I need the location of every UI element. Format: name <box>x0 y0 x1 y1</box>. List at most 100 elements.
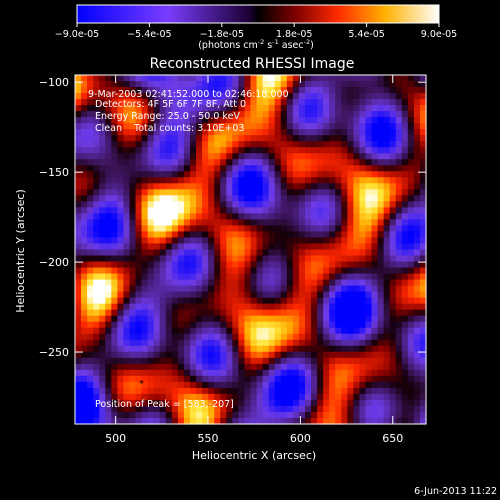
heatmap-cell <box>220 171 227 178</box>
heatmap-cell <box>371 93 379 100</box>
heatmap-cell <box>335 417 342 425</box>
heatmap-cell <box>135 315 143 323</box>
heatmap-cell <box>232 93 239 100</box>
heatmap-cell <box>311 177 318 184</box>
heatmap-cell <box>81 375 88 383</box>
heatmap-cell <box>377 291 385 299</box>
heatmap-cell <box>202 207 209 214</box>
heatmap-cell <box>371 411 379 419</box>
heatmap-cell <box>401 243 409 251</box>
heatmap-cell <box>407 387 415 395</box>
heatmap-cell <box>153 237 161 245</box>
heatmap-cell <box>341 75 348 82</box>
heatmap-cell <box>244 339 252 347</box>
heatmap-cell <box>196 237 203 245</box>
heatmap-cell <box>377 213 385 221</box>
heatmap-cell <box>341 345 348 353</box>
heatmap-cell <box>335 207 342 214</box>
heatmap-cell <box>359 369 367 377</box>
heatmap-cell <box>105 309 112 317</box>
heatmap-cell <box>268 333 276 341</box>
heatmap-cell <box>256 165 264 172</box>
heatmap-cell <box>208 213 215 221</box>
heatmap-cell <box>117 129 125 136</box>
heatmap-cell <box>286 411 294 419</box>
heatmap-cell <box>75 225 82 233</box>
heatmap-cell <box>298 75 306 82</box>
heatmap-cell <box>117 321 125 329</box>
annotation-detectors: Detectors: 4F 5F 6F 7F 8F, Att 0 <box>95 99 246 110</box>
heatmap-cell <box>159 267 167 275</box>
heatmap-cell <box>129 99 137 106</box>
heatmap-cell <box>347 81 354 88</box>
heatmap-cell <box>123 381 131 389</box>
heatmap-cell <box>389 303 397 311</box>
heatmap-cell <box>292 267 300 275</box>
heatmap-cell <box>407 279 415 287</box>
heatmap-cell <box>129 387 137 395</box>
heatmap-cell <box>383 141 391 148</box>
heatmap-cell <box>419 249 427 257</box>
heatmap-cell <box>183 147 191 154</box>
heatmap-cell <box>419 183 427 190</box>
heatmap-cell <box>335 123 342 130</box>
heatmap-cell <box>371 141 379 148</box>
heatmap-cell <box>238 405 246 413</box>
heatmap-cell <box>135 237 143 245</box>
heatmap-cell <box>395 111 403 118</box>
heatmap-cell <box>183 321 191 329</box>
heatmap-cell <box>359 393 367 401</box>
heatmap-cell <box>317 303 324 311</box>
heatmap-cell <box>93 75 100 82</box>
heatmap-cell <box>329 279 336 287</box>
heatmap-cell <box>371 135 379 142</box>
heatmap-cell <box>304 375 312 383</box>
heatmap-cell <box>117 105 125 112</box>
heatmap-cell <box>323 267 330 275</box>
heatmap-cell <box>208 411 215 419</box>
heatmap-cell <box>347 399 354 407</box>
heatmap-cell <box>81 387 88 395</box>
heatmap-cell <box>286 111 294 118</box>
heatmap-cell <box>311 315 318 323</box>
heatmap-cell <box>359 267 367 275</box>
heatmap-cell <box>159 87 167 94</box>
heatmap-cell <box>141 321 149 329</box>
heatmap-cell <box>377 189 385 196</box>
heatmap-cell <box>238 171 246 178</box>
heatmap-cell <box>317 243 324 251</box>
heatmap-cell <box>250 147 258 154</box>
heatmap-cell <box>419 75 427 82</box>
heatmap-cell <box>335 117 342 124</box>
heatmap-cell <box>220 321 227 329</box>
heatmap-cell <box>250 333 258 341</box>
heatmap-cell <box>407 111 415 118</box>
heatmap-cell <box>111 201 118 208</box>
heatmap-cell <box>99 171 106 178</box>
heatmap-cell <box>105 213 112 221</box>
heatmap-cell <box>286 375 294 383</box>
heatmap-cell <box>286 321 294 329</box>
heatmap-cell <box>377 411 385 419</box>
heatmap-cell <box>220 249 227 257</box>
heatmap-cell <box>317 105 324 112</box>
heatmap-cell <box>335 303 342 311</box>
heatmap-cell <box>413 219 421 227</box>
heatmap-cell <box>286 297 294 305</box>
heatmap-cell <box>274 321 282 329</box>
heatmap-cell <box>323 111 330 118</box>
heatmap-cell <box>407 327 415 335</box>
heatmap-cell <box>419 93 427 100</box>
heatmap-cell <box>347 321 354 329</box>
heatmap-cell <box>196 93 203 100</box>
heatmap-cell <box>383 105 391 112</box>
heatmap-cell <box>153 75 161 82</box>
heatmap-cell <box>99 297 106 305</box>
heatmap-cell <box>202 345 209 353</box>
heatmap-cell <box>419 207 427 214</box>
heatmap-cell <box>153 261 161 269</box>
heatmap-cell <box>129 213 137 221</box>
heatmap-cell <box>268 309 276 317</box>
heatmap-cell <box>87 285 94 293</box>
heatmap-cell <box>171 387 179 395</box>
